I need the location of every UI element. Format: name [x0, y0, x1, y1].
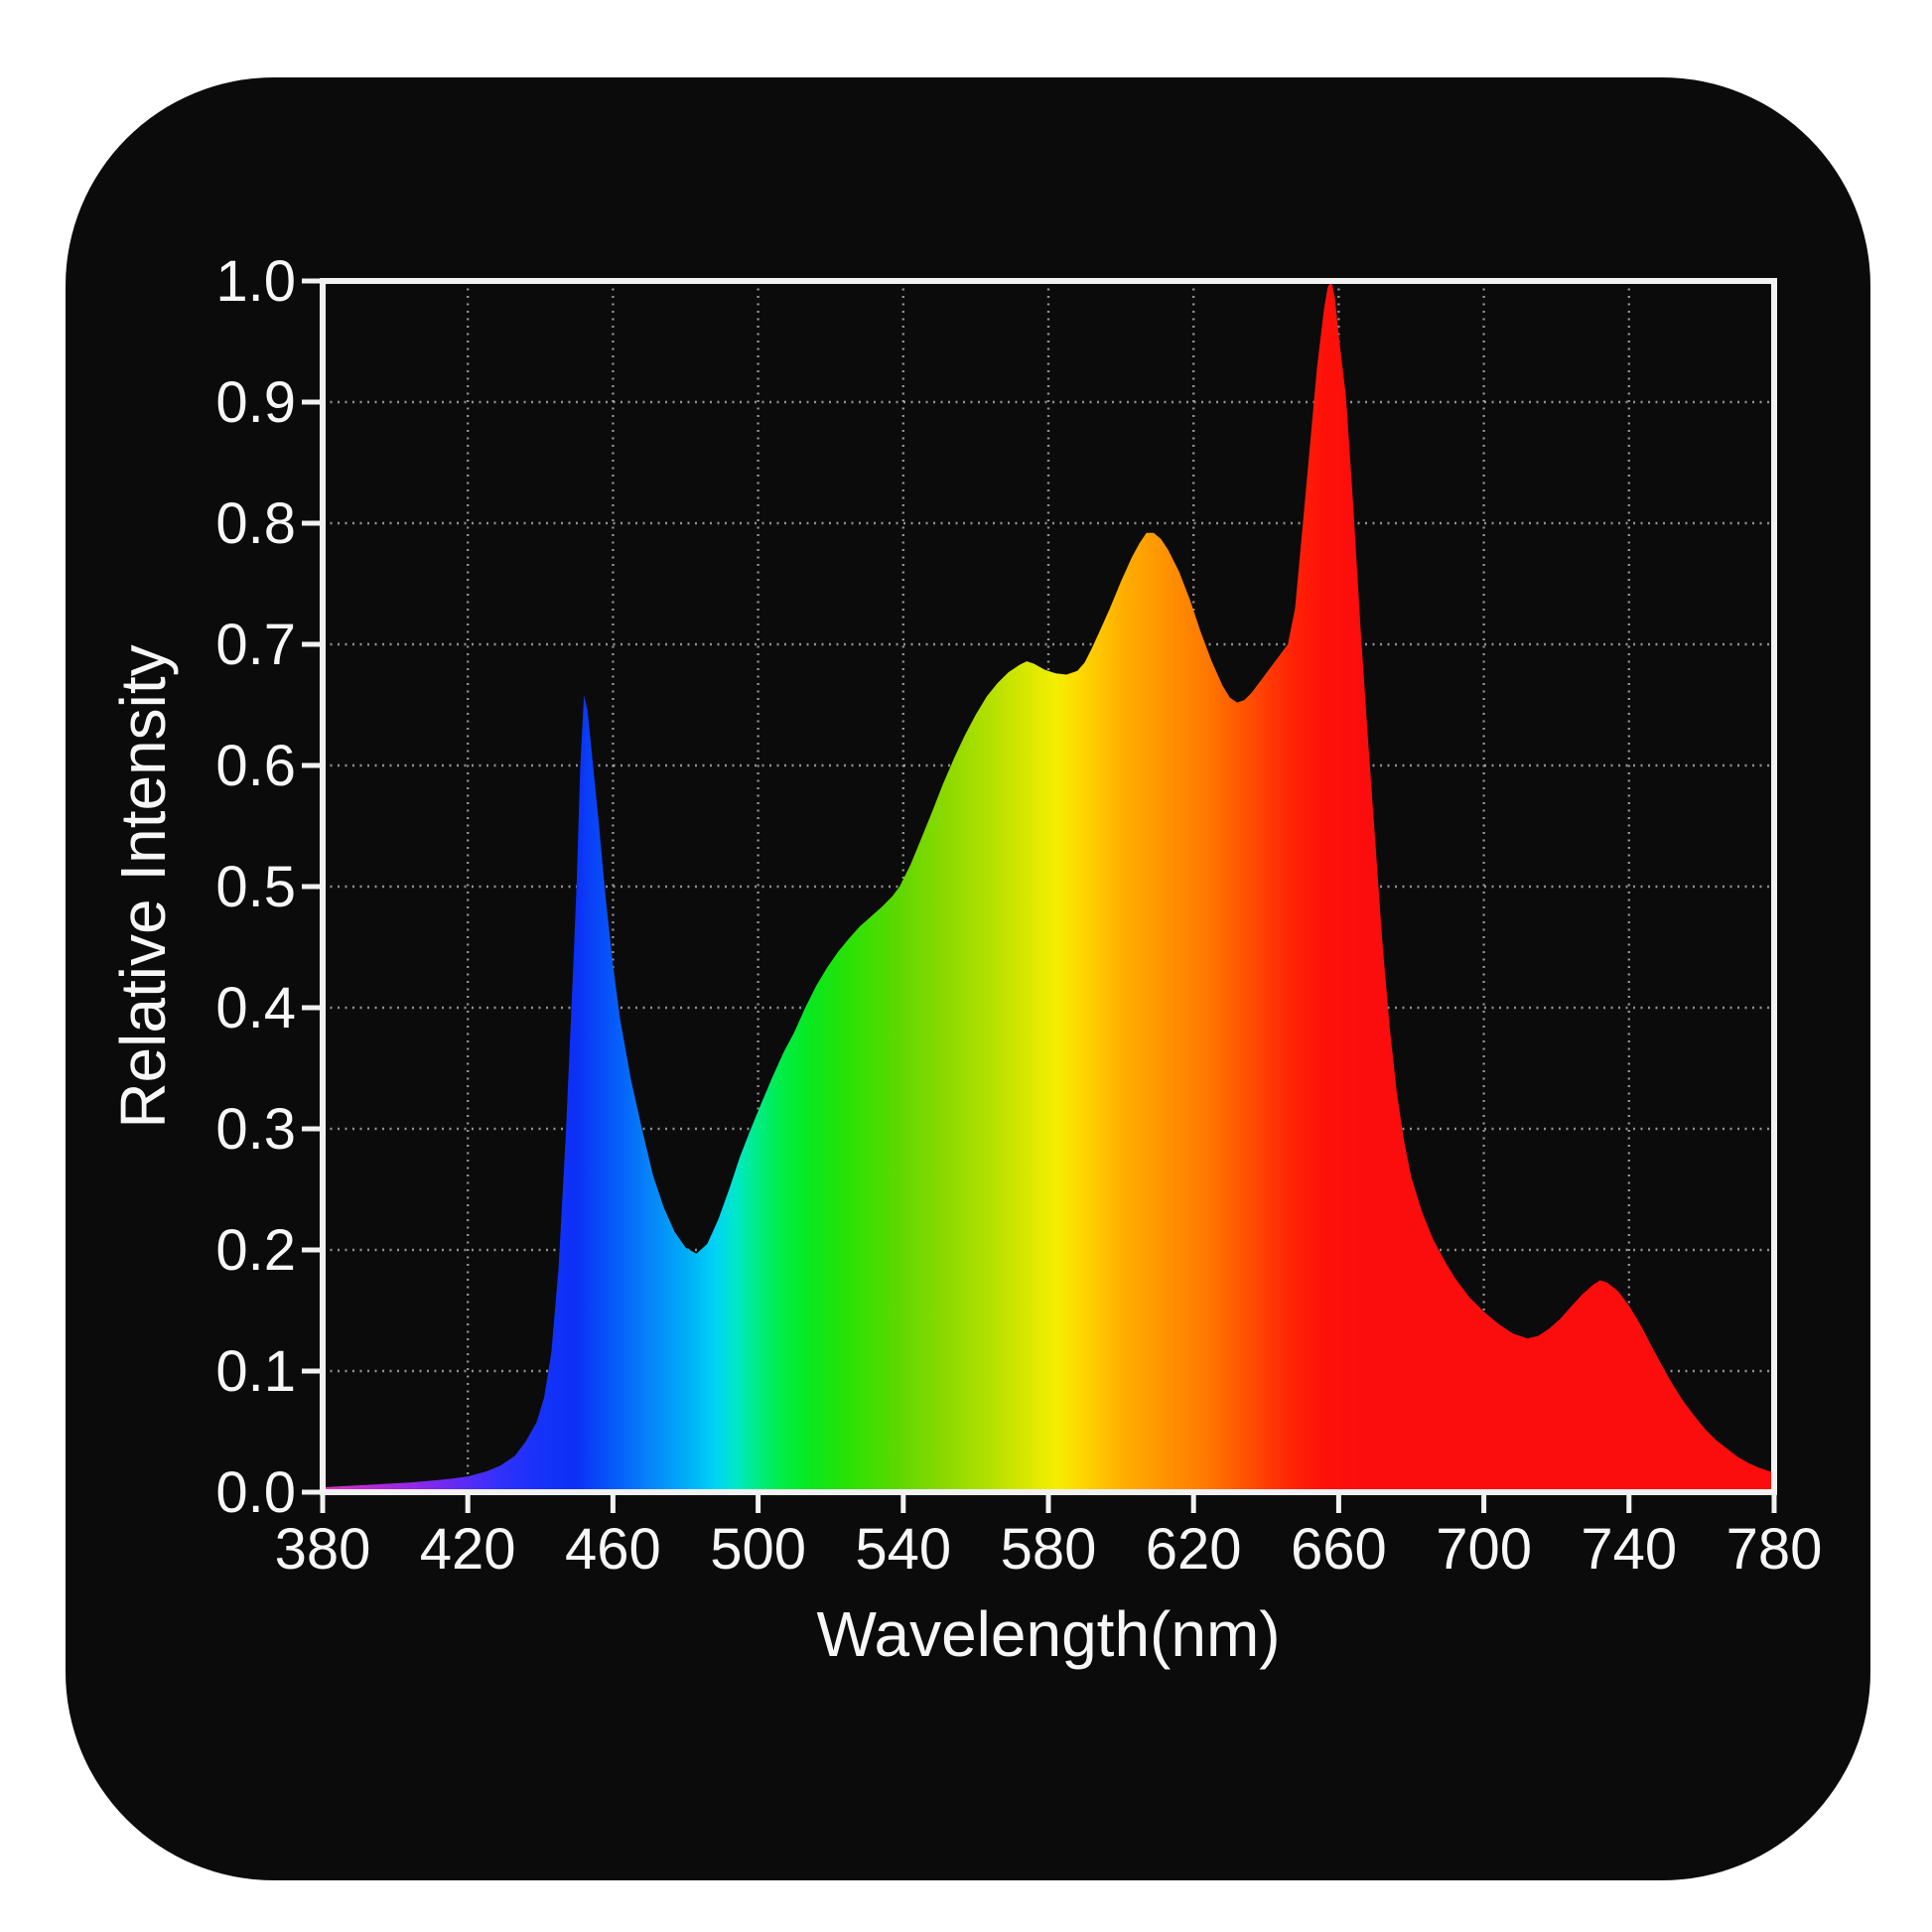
x-tick-label-500: 500 — [710, 1517, 806, 1582]
y-tick-label-0.0: 0.0 — [215, 1460, 296, 1525]
axis-ticks — [302, 278, 1777, 1513]
y-tick-labels: 0.0 0.1 0.2 0.3 0.4 0.5 0.6 0.7 0.8 0.9 1.0 — [215, 249, 296, 1525]
x-tick-label-660: 660 — [1291, 1517, 1387, 1582]
plot-frame — [320, 278, 1777, 1495]
y-tick-label-0.8: 0.8 — [215, 491, 296, 556]
y-tick-label-0.4: 0.4 — [215, 976, 296, 1040]
y-tick-label-0.9: 0.9 — [215, 370, 296, 435]
x-tick-label-580: 580 — [1001, 1517, 1097, 1582]
y-tick-label-0.3: 0.3 — [215, 1097, 296, 1162]
y-tick-label-0.2: 0.2 — [215, 1218, 296, 1283]
y-tick-label-0.5: 0.5 — [215, 855, 296, 919]
y-tick-label-1.0: 1.0 — [215, 249, 296, 314]
x-tick-label-700: 700 — [1436, 1517, 1532, 1582]
x-tick-label-420: 420 — [420, 1517, 516, 1582]
x-tick-labels: 380 420 460 500 540 580 620 660 700 740 780 — [275, 1517, 1823, 1582]
x-tick-label-780: 780 — [1726, 1517, 1823, 1582]
y-tick-label-0.1: 0.1 — [215, 1339, 296, 1404]
x-tick-label-460: 460 — [565, 1517, 661, 1582]
y-tick-label-0.6: 0.6 — [215, 734, 296, 798]
x-axis-title: Wavelength(nm) — [816, 1598, 1280, 1670]
y-axis-title: Relative Intensity — [107, 644, 179, 1128]
x-tick-label-740: 740 — [1581, 1517, 1677, 1582]
spectrum-area-fill — [323, 281, 1774, 1492]
x-tick-label-620: 620 — [1146, 1517, 1242, 1582]
y-tick-label-0.7: 0.7 — [215, 613, 296, 677]
x-tick-label-380: 380 — [275, 1517, 371, 1582]
x-tick-label-540: 540 — [855, 1517, 951, 1582]
